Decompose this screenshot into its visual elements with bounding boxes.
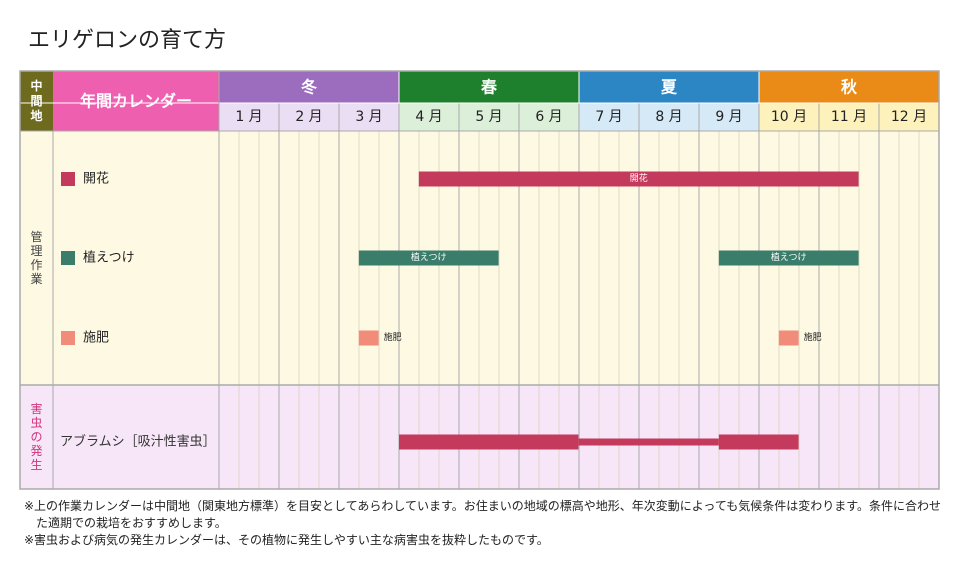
gantt-bar: [358, 330, 379, 346]
gantt-bar: [718, 434, 799, 450]
bar-label: 施肥: [804, 331, 822, 343]
month-label: 2 月: [295, 109, 322, 125]
row-legend-swatch: [61, 251, 75, 265]
month-label: 10 月: [771, 109, 807, 125]
month-cell: [579, 103, 639, 131]
row-legend-swatch: [61, 331, 75, 345]
row-label: アブラムシ［吸汁性害虫］: [60, 434, 216, 450]
month-cell: [639, 103, 699, 131]
row-label: 開花: [83, 171, 109, 187]
bar-label: 植えつけ: [411, 251, 447, 263]
month-label: 7 月: [595, 109, 622, 125]
svg-text:害: 害: [30, 401, 42, 416]
season-cell: [399, 71, 579, 103]
month-cell: [759, 103, 819, 131]
month-label: 9 月: [715, 109, 742, 125]
season-label: 秋: [841, 78, 858, 97]
season-label: 冬: [301, 78, 317, 97]
month-cell: [519, 103, 579, 131]
month-label: 3 月: [355, 109, 382, 125]
season-cell: [579, 71, 759, 103]
page-title: エリゲロンの育て方: [28, 28, 227, 53]
calendar-label: 年間カレンダー: [80, 92, 192, 111]
svg-text:管: 管: [30, 229, 42, 244]
gantt-bar: [399, 434, 579, 450]
footnote-calendar: ※上の作業カレンダーは中間地（関東地方標準）を目安としてあらわしています。お住ま…: [24, 499, 942, 530]
month-label: 4 月: [415, 109, 442, 125]
season-label: 夏: [660, 78, 678, 97]
month-label: 8 月: [655, 109, 682, 125]
season-cell: [219, 71, 399, 103]
region-label: 中間地: [30, 78, 42, 123]
svg-text:中: 中: [30, 78, 42, 93]
bar-label: 開花: [630, 172, 648, 184]
footnote-pests: ※害虫および病気の発生カレンダーは、その植物に発生しやすい主な病害虫を抜粋したも…: [24, 533, 549, 547]
month-cell: [819, 103, 879, 131]
month-label: 11 月: [831, 109, 867, 125]
svg-text:地: 地: [30, 108, 42, 123]
month-label: 5 月: [475, 109, 502, 125]
svg-text:虫: 虫: [30, 416, 42, 430]
row-label: 植えつけ: [83, 251, 135, 266]
calendar-header-cell: [53, 71, 219, 131]
svg-text:理: 理: [30, 244, 42, 258]
season-cell: [759, 71, 939, 103]
gantt-bar: [718, 250, 859, 266]
month-cell: [699, 103, 759, 131]
svg-text:間: 間: [30, 94, 42, 108]
month-cell: [279, 103, 339, 131]
svg-text:作: 作: [30, 258, 42, 272]
gantt-bar: [578, 438, 719, 446]
row-label: 施肥: [83, 331, 109, 346]
month-cell: [339, 103, 399, 131]
svg-text:発: 発: [30, 444, 42, 458]
bar-label: 施肥: [384, 331, 402, 343]
month-cell: [459, 103, 519, 131]
table-border: [19, 70, 940, 490]
region-header-cell: [20, 71, 53, 131]
gantt-bar: [358, 250, 499, 266]
footnotes: ※上の作業カレンダーは中間地（関東地方標準）を目安としてあらわしています。お住ま…: [24, 498, 944, 549]
bar-label: 植えつけ: [771, 251, 807, 263]
svg-text:生: 生: [30, 458, 42, 472]
svg-text:業: 業: [30, 272, 42, 286]
gantt-bar: [418, 171, 859, 187]
season-label: 春: [480, 78, 498, 97]
gantt-bar: [778, 330, 799, 346]
month-cell: [879, 103, 939, 131]
month-label: 1 月: [235, 109, 262, 125]
row-legend-swatch: [61, 172, 75, 186]
month-label: 12 月: [891, 109, 927, 125]
month-label: 6 月: [535, 109, 562, 125]
month-cell: [219, 103, 279, 131]
svg-text:の: の: [30, 430, 42, 444]
month-cell: [399, 103, 459, 131]
